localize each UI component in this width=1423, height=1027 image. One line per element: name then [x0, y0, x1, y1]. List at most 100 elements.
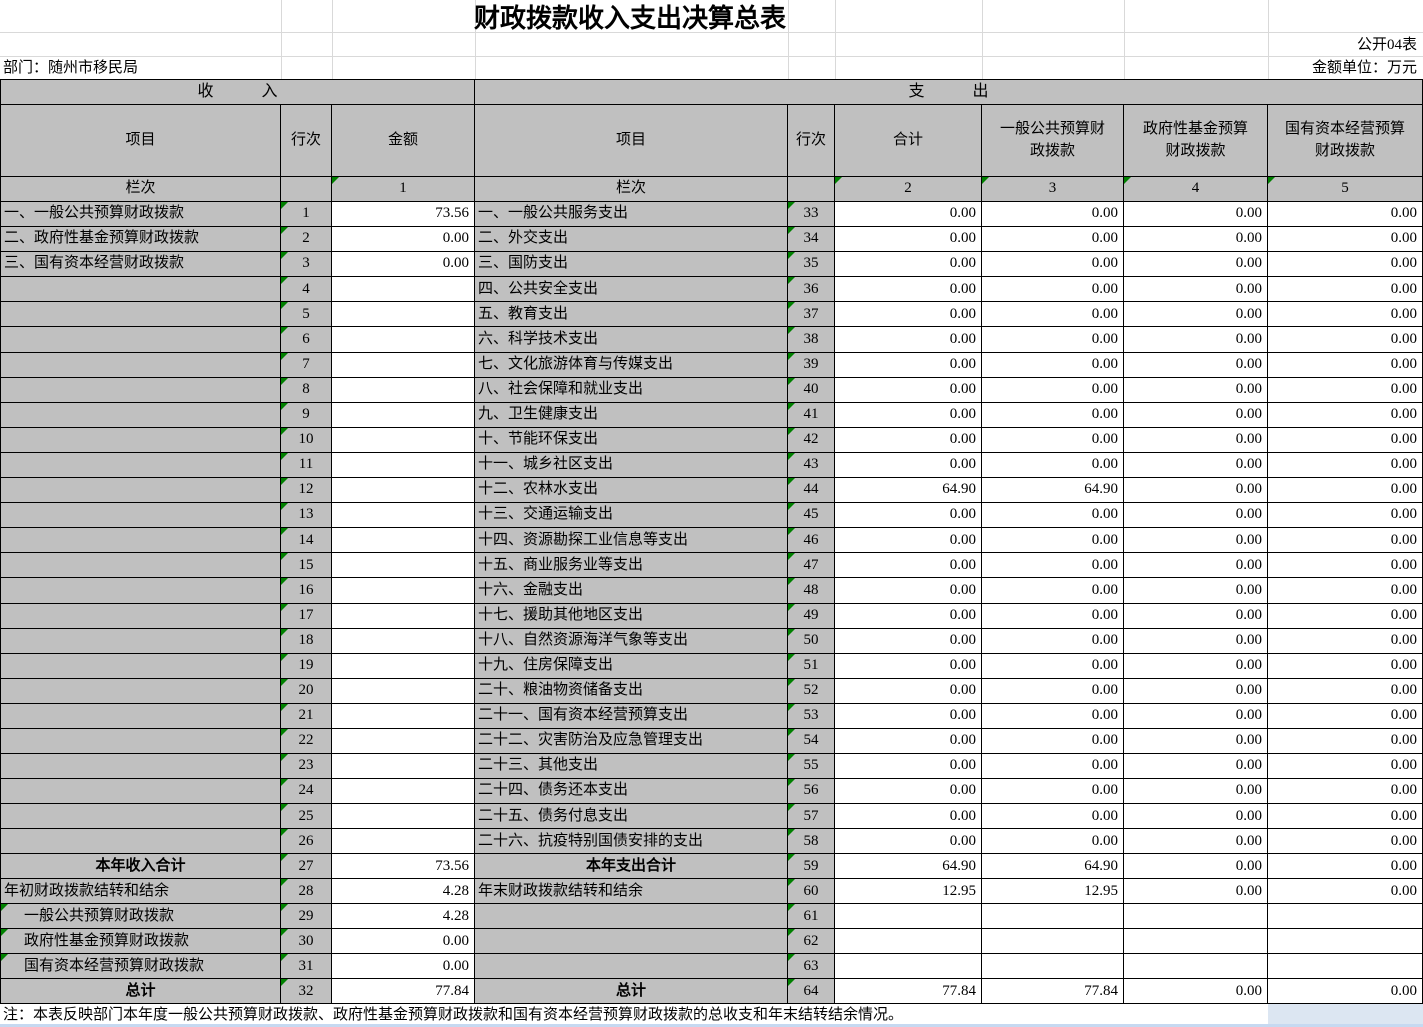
income-amount-cell[interactable]	[332, 703, 475, 729]
income-item-cell[interactable]	[1, 578, 281, 604]
expense-amount-cell[interactable]: 0.00	[1124, 553, 1268, 579]
expense-amount-cell[interactable]: 0.00	[1124, 979, 1268, 1005]
expense-rowno-cell[interactable]: 61	[788, 904, 835, 930]
expense-amount-cell[interactable]: 0.00	[835, 277, 982, 303]
expense-rowno-cell[interactable]: 55	[788, 754, 835, 780]
income-rowno-cell[interactable]: 15	[281, 553, 332, 579]
expense-rowno-cell[interactable]: 44	[788, 478, 835, 504]
expense-amount-cell[interactable]: 0.00	[835, 402, 982, 428]
income-amount-cell[interactable]: 0.00	[332, 929, 475, 955]
expense-amount-cell[interactable]: 0.00	[835, 653, 982, 679]
income-rowno-cell[interactable]: 18	[281, 628, 332, 654]
income-rowno-cell[interactable]: 20	[281, 678, 332, 704]
income-rowno-cell[interactable]: 24	[281, 779, 332, 805]
expense-item-cell[interactable]: 十七、援助其他地区支出	[475, 603, 788, 629]
income-item-cell[interactable]: 二、政府性基金预算财政拨款	[1, 227, 281, 253]
expense-rowno-cell[interactable]: 42	[788, 427, 835, 453]
income-rowno-cell[interactable]: 30	[281, 929, 332, 955]
expense-amount-cell[interactable]: 0.00	[1124, 829, 1268, 855]
expense-amount-cell[interactable]: 64.90	[982, 478, 1124, 504]
expense-item-cell[interactable]: 十一、城乡社区支出	[475, 452, 788, 479]
income-amount-cell[interactable]	[332, 452, 475, 479]
income-amount-cell[interactable]	[332, 503, 475, 529]
income-rowno-cell[interactable]: 28	[281, 879, 332, 905]
expense-rowno-cell[interactable]: 51	[788, 653, 835, 679]
income-item-cell[interactable]: 三、国有资本经营财政拨款	[1, 252, 281, 278]
income-amount-cell[interactable]: 0.00	[332, 227, 475, 253]
income-rowno-cell[interactable]: 11	[281, 452, 332, 479]
expense-amount-cell[interactable]: 0.00	[1124, 603, 1268, 629]
expense-item-cell[interactable]: 十九、住房保障支出	[475, 653, 788, 679]
expense-rowno-cell[interactable]: 50	[788, 628, 835, 654]
expense-amount-cell[interactable]: 0.00	[982, 678, 1124, 704]
income-item-cell[interactable]	[1, 678, 281, 704]
expense-amount-cell[interactable]: 0.00	[982, 402, 1124, 428]
gov-fund-budget-header[interactable]: 政府性基金预算财政拨款	[1124, 105, 1268, 177]
expense-amount-cell[interactable]: 0.00	[982, 377, 1124, 403]
expense-item-cell[interactable]: 二十五、债务付息支出	[475, 804, 788, 830]
expense-item-cell[interactable]: 年末财政拨款结转和结余	[475, 879, 788, 905]
expense-item-cell[interactable]: 十、节能环保支出	[475, 427, 788, 453]
expense-amount-cell[interactable]: 0.00	[1124, 277, 1268, 303]
income-item-cell[interactable]	[1, 377, 281, 403]
expense-amount-cell[interactable]: 0.00	[835, 578, 982, 604]
expense-amount-cell[interactable]: 0.00	[1268, 804, 1423, 830]
expense-amount-cell[interactable]: 0.00	[1124, 578, 1268, 604]
expense-amount-cell[interactable]	[835, 904, 982, 930]
expense-amount-cell[interactable]: 0.00	[1268, 402, 1423, 428]
expense-item-cell[interactable]: 六、科学技术支出	[475, 327, 788, 353]
income-item-cell[interactable]	[1, 628, 281, 654]
expense-amount-cell[interactable]: 0.00	[1268, 628, 1423, 654]
expense-amount-cell[interactable]: 0.00	[835, 352, 982, 378]
expense-rowno-cell[interactable]: 47	[788, 553, 835, 579]
income-amount-cell[interactable]	[332, 678, 475, 704]
expense-amount-cell[interactable]: 0.00	[1268, 553, 1423, 579]
expense-amount-cell[interactable]: 0.00	[982, 252, 1124, 278]
column-number-cell[interactable]: 5	[1268, 177, 1423, 202]
expense-amount-cell[interactable]: 0.00	[1124, 503, 1268, 529]
expense-amount-cell[interactable]: 12.95	[982, 879, 1124, 905]
income-item-cell[interactable]	[1, 402, 281, 428]
income-amount-cell[interactable]	[332, 277, 475, 303]
expense-amount-cell[interactable]: 0.00	[835, 452, 982, 479]
income-rowno-cell[interactable]: 8	[281, 377, 332, 403]
income-rowno-header[interactable]: 行次	[281, 105, 332, 177]
expense-amount-cell[interactable]: 0.00	[1268, 427, 1423, 453]
income-lanci-rowno-cell[interactable]	[281, 177, 332, 202]
expense-rowno-cell[interactable]: 63	[788, 954, 835, 980]
income-rowno-cell[interactable]: 10	[281, 427, 332, 453]
expense-amount-cell[interactable]: 0.00	[1124, 227, 1268, 253]
expense-amount-cell[interactable]	[982, 954, 1124, 980]
expense-amount-cell[interactable]: 0.00	[835, 779, 982, 805]
income-item-cell[interactable]	[1, 352, 281, 378]
income-amount-cell[interactable]	[332, 302, 475, 328]
income-amount-cell[interactable]	[332, 478, 475, 504]
income-amount-cell[interactable]	[332, 603, 475, 629]
expense-amount-cell[interactable]	[835, 954, 982, 980]
column-number-cell[interactable]: 4	[1124, 177, 1268, 202]
income-amount-cell[interactable]	[332, 754, 475, 780]
expense-amount-cell[interactable]: 0.00	[1268, 227, 1423, 253]
income-rowno-cell[interactable]: 7	[281, 352, 332, 378]
income-amount-cell[interactable]	[332, 653, 475, 679]
expense-item-cell[interactable]: 九、卫生健康支出	[475, 402, 788, 428]
income-rowno-cell[interactable]: 6	[281, 327, 332, 353]
expense-amount-cell[interactable]: 0.00	[982, 628, 1124, 654]
income-rowno-cell[interactable]: 16	[281, 578, 332, 604]
expense-amount-cell[interactable]: 0.00	[982, 202, 1124, 228]
expense-rowno-cell[interactable]: 62	[788, 929, 835, 955]
expense-amount-cell[interactable]: 0.00	[835, 728, 982, 755]
expense-amount-cell[interactable]: 0.00	[835, 427, 982, 453]
income-rowno-cell[interactable]: 23	[281, 754, 332, 780]
expense-amount-cell[interactable]: 0.00	[1124, 779, 1268, 805]
expense-rowno-cell[interactable]: 59	[788, 854, 835, 880]
expense-rowno-cell[interactable]: 53	[788, 703, 835, 729]
expense-amount-cell[interactable]: 0.00	[1124, 703, 1268, 729]
expense-item-cell[interactable]: 十六、金融支出	[475, 578, 788, 604]
income-amount-cell[interactable]	[332, 402, 475, 428]
expense-amount-cell[interactable]: 0.00	[982, 227, 1124, 253]
expense-rowno-cell[interactable]: 48	[788, 578, 835, 604]
column-number-cell[interactable]: 2	[835, 177, 982, 202]
income-item-cell[interactable]: 一、一般公共预算财政拨款	[1, 202, 281, 228]
expense-amount-cell[interactable]: 0.00	[835, 528, 982, 554]
